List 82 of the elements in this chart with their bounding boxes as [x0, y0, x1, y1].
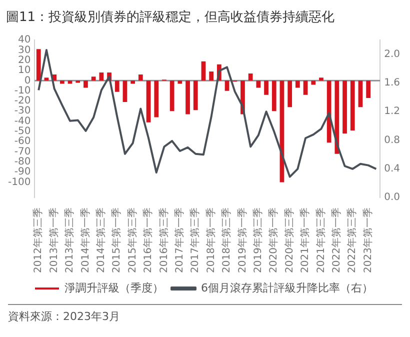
source-note: 資料來源：2023年3月	[8, 309, 121, 324]
bar	[84, 80, 88, 88]
x-tick-label: 2022年第一季	[330, 208, 343, 274]
x-tick-label: 2016年第一季	[142, 208, 154, 274]
x-tick-label: 2019年第三季	[252, 208, 264, 274]
bar	[224, 80, 230, 91]
x-tick-label: 2015年第一季	[110, 208, 123, 274]
y-tick-label: 40	[18, 34, 31, 46]
y-tick-label: -40	[14, 116, 31, 127]
bar	[272, 80, 276, 112]
x-tick-label: 2013年第三季	[64, 208, 76, 274]
y2-tick-label: 1.2	[384, 106, 400, 118]
y-tick-label: -60	[14, 136, 31, 148]
y2-tick-label: 0.4	[384, 164, 400, 174]
x-tick-label: 2020年第一季	[268, 208, 280, 274]
bar	[170, 80, 174, 112]
x-tick-label: 2021年第一季	[299, 208, 312, 274]
y-tick-label: -100	[8, 176, 31, 188]
bar	[91, 76, 96, 81]
y-tick-label: -20	[14, 96, 31, 107]
bar	[122, 80, 128, 102]
bar	[326, 80, 332, 143]
legend-label: 6個月滾存累計評級升降比率（右）	[201, 281, 373, 294]
x-tick-label: 2018年第一季	[204, 208, 217, 274]
y2-tick-label: 0.8	[384, 134, 400, 146]
bar	[99, 72, 104, 81]
bar	[264, 80, 268, 95]
x-tick-label: 2021年第三季	[314, 208, 327, 274]
x-tick-label: 2014年第一季	[79, 208, 92, 274]
y2-tick-label: 0.0	[384, 192, 400, 204]
bar	[342, 80, 347, 134]
x-tick-label: 2017年第三季	[189, 208, 202, 274]
bar	[154, 80, 159, 118]
x-tick-label: 2013年第一季	[48, 208, 60, 274]
bar	[350, 80, 355, 130]
y-tick-label: 0	[24, 75, 31, 86]
y-tick-label: -30	[14, 106, 31, 117]
bar	[303, 80, 308, 95]
x-tick-label: 2014年第三季	[95, 208, 108, 274]
bar	[44, 78, 49, 81]
bar	[311, 80, 316, 85]
x-tick-label: 2012年第三季	[32, 208, 44, 274]
x-tick-label: 2019年第一季	[236, 208, 248, 274]
bar	[209, 72, 214, 81]
bar	[138, 74, 143, 81]
bar	[288, 80, 292, 108]
bar	[256, 80, 261, 88]
bar	[114, 80, 120, 92]
x-tick-label: 2020年第三季	[283, 208, 296, 274]
x-tick-label: 2022年第三季	[346, 208, 358, 274]
bar	[60, 80, 64, 84]
y-tick-label: 10	[18, 65, 31, 76]
chart-title: 圖11：投資級別債券的評級穩定，但高收益債券持續惡化	[5, 9, 336, 27]
bar	[319, 78, 324, 81]
y-tick-label: -10	[14, 85, 31, 96]
x-tick-label: 2017年第一季	[174, 208, 186, 274]
bar	[68, 80, 72, 84]
bar	[178, 80, 182, 84]
bar	[130, 80, 136, 84]
y-tick-label: -50	[14, 126, 31, 138]
bar	[36, 49, 41, 81]
x-tick-label: 2015年第三季	[126, 208, 138, 274]
x-tick-label: 2018年第三季	[220, 208, 233, 274]
bar	[201, 61, 206, 81]
y2-tick-label: 2.0	[384, 48, 400, 60]
y-tick-label: 20	[18, 54, 31, 66]
bar	[334, 80, 340, 154]
bar	[146, 80, 151, 122]
y-tick-label: -80	[14, 156, 31, 168]
x-tick-label: 2023年第一季	[362, 208, 374, 274]
y-tick-label: -90	[14, 166, 31, 178]
bar	[248, 74, 253, 81]
bar	[295, 80, 300, 88]
y2-tick-label: 1.6	[384, 78, 400, 89]
bar	[193, 80, 198, 110]
y-tick-label: 30	[18, 44, 31, 56]
bar	[366, 80, 371, 98]
legend-label: 淨調升評級（季度）	[64, 281, 164, 294]
bar	[186, 80, 190, 114]
bar	[358, 80, 363, 108]
y-tick-label: -70	[14, 146, 31, 158]
x-tick-label: 2016年第三季	[158, 208, 170, 274]
